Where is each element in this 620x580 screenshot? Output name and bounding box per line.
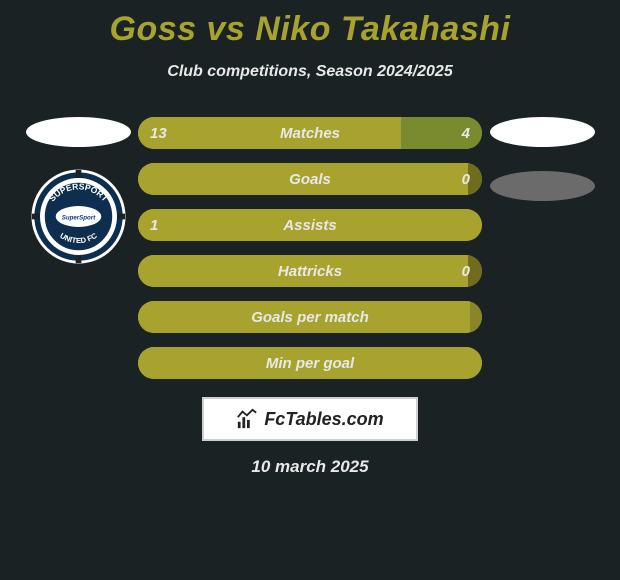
page-subtitle: Club competitions, Season 2024/2025 [0,63,620,81]
brand-text: FcTables.com [264,409,383,430]
stat-bar-left-seg [138,163,468,195]
left-side: SUPERSPORT UNITED FC SuperSport [18,117,138,379]
stat-right-value: 0 [462,171,470,188]
stat-left-value: 1 [150,217,158,234]
stat-bar-right-seg [470,347,482,379]
stat-bar-left-seg [138,255,468,287]
stat-bar-left-seg [138,301,470,333]
player-left-oval [26,117,131,147]
page-title: Goss vs Niko Takahashi [0,0,620,49]
comparison-region: SUPERSPORT UNITED FC SuperSport 134Match… [0,117,620,379]
footer-date: 10 march 2025 [0,457,620,477]
svg-text:SuperSport: SuperSport [61,214,95,221]
stat-bar: Min per goal [138,347,482,379]
stat-bar: 0Hattricks [138,255,482,287]
player-right-oval [490,117,595,147]
stat-bar-right-seg: 4 [401,117,482,149]
stat-bar: Goals per match [138,301,482,333]
stat-bar-right-seg [470,301,482,333]
stat-left-value: 13 [150,125,167,142]
stat-bar-left-seg: 13 [138,117,401,149]
club-crest-left: SUPERSPORT UNITED FC SuperSport [31,169,126,264]
stat-bar-left-seg: 1 [138,209,470,241]
supersport-crest-icon: SUPERSPORT UNITED FC SuperSport [31,169,126,264]
stat-bar-right-seg: 0 [468,255,482,287]
stat-bars: 134Matches0Goals1Assists0HattricksGoals … [138,117,482,379]
stat-bar-right-seg [470,209,482,241]
brand-badge: FcTables.com [202,397,418,441]
stat-bar: 1Assists [138,209,482,241]
stat-bar-left-seg [138,347,470,379]
stat-bar-right-seg: 0 [468,163,482,195]
stat-right-value: 0 [462,263,470,280]
club-right-placeholder [490,171,595,201]
stat-right-value: 4 [462,125,470,142]
chart-icon [236,408,258,430]
stat-bar: 134Matches [138,117,482,149]
right-side [482,117,602,379]
stat-bar: 0Goals [138,163,482,195]
